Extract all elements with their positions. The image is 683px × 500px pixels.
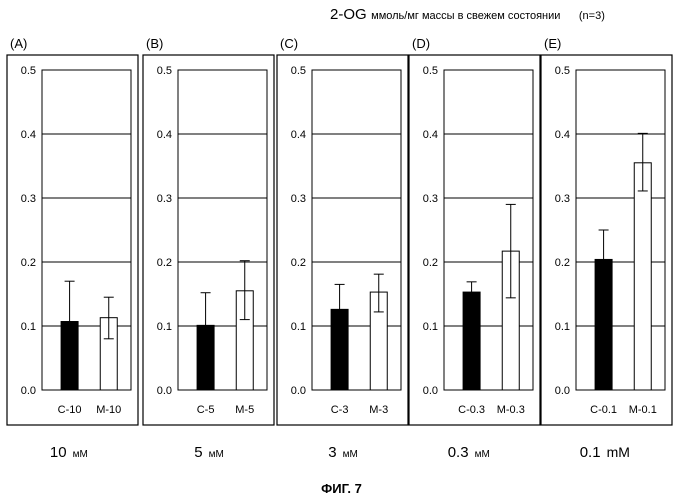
concentration-value: 3 — [328, 444, 336, 461]
x-category-label: M-3 — [369, 404, 388, 416]
y-tick-label: 0.4 — [555, 129, 570, 141]
y-tick-label: 0.2 — [21, 257, 36, 269]
y-tick-label: 0.1 — [291, 321, 306, 333]
concentration-unit: мМ — [209, 449, 224, 460]
x-category-label: M-10 — [96, 404, 121, 416]
bar-treated — [634, 163, 651, 390]
y-tick-label: 0.0 — [423, 385, 438, 397]
y-tick-label: 0.4 — [157, 129, 172, 141]
concentration-unit: мМ — [475, 449, 490, 460]
y-tick-label: 0.5 — [157, 65, 172, 77]
y-tick-label: 0.2 — [157, 257, 172, 269]
bar-control — [595, 259, 612, 390]
y-tick-label: 0.3 — [291, 193, 306, 205]
y-tick-label: 0.1 — [157, 321, 172, 333]
concentration-value: 5 — [194, 444, 202, 461]
figure-caption: ФИГ. 7 — [0, 481, 683, 496]
concentration-value: 10 — [50, 444, 67, 461]
y-tick-label: 0.0 — [291, 385, 306, 397]
panel-label: (B) — [146, 36, 163, 51]
panel-label: (D) — [412, 36, 430, 51]
concentration-value: 0.3 — [448, 444, 469, 461]
x-category-label: M-0.3 — [497, 404, 525, 416]
y-tick-label: 0.3 — [21, 193, 36, 205]
y-tick-label: 0.2 — [291, 257, 306, 269]
y-tick-label: 0.1 — [555, 321, 570, 333]
y-tick-label: 0.2 — [555, 257, 570, 269]
concentration-unit: мМ — [343, 449, 358, 460]
panel-label: (E) — [544, 36, 561, 51]
y-tick-label: 0.2 — [423, 257, 438, 269]
y-tick-label: 0.4 — [21, 129, 36, 141]
y-tick-label: 0.3 — [157, 193, 172, 205]
bar-control — [331, 309, 348, 390]
y-tick-label: 0.0 — [21, 385, 36, 397]
y-tick-label: 0.4 — [291, 129, 306, 141]
x-category-label: M-5 — [235, 404, 254, 416]
y-tick-label: 0.0 — [157, 385, 172, 397]
concentration-unit: мМ — [73, 449, 88, 460]
y-tick-label: 0.1 — [423, 321, 438, 333]
x-category-label: C-3 — [331, 404, 349, 416]
x-category-label: C-5 — [197, 404, 215, 416]
panel-label: (A) — [10, 36, 27, 51]
y-tick-label: 0.3 — [423, 193, 438, 205]
y-tick-label: 0.1 — [21, 321, 36, 333]
y-tick-label: 0.5 — [291, 65, 306, 77]
panel-label: (C) — [280, 36, 298, 51]
x-category-label: C-0.3 — [458, 404, 485, 416]
x-category-label: C-0.1 — [590, 404, 617, 416]
y-tick-label: 0.5 — [423, 65, 438, 77]
x-category-label: C-10 — [58, 404, 82, 416]
y-tick-label: 0.5 — [555, 65, 570, 77]
bar-control — [197, 325, 214, 390]
bar-control — [61, 322, 78, 390]
y-tick-label: 0.0 — [555, 385, 570, 397]
bar-control — [463, 292, 480, 390]
concentration-unit: mM — [607, 444, 630, 460]
y-tick-label: 0.5 — [21, 65, 36, 77]
y-tick-label: 0.3 — [555, 193, 570, 205]
y-tick-label: 0.4 — [423, 129, 438, 141]
x-category-label: M-0.1 — [629, 404, 657, 416]
concentration-value: 0.1 — [580, 444, 601, 461]
